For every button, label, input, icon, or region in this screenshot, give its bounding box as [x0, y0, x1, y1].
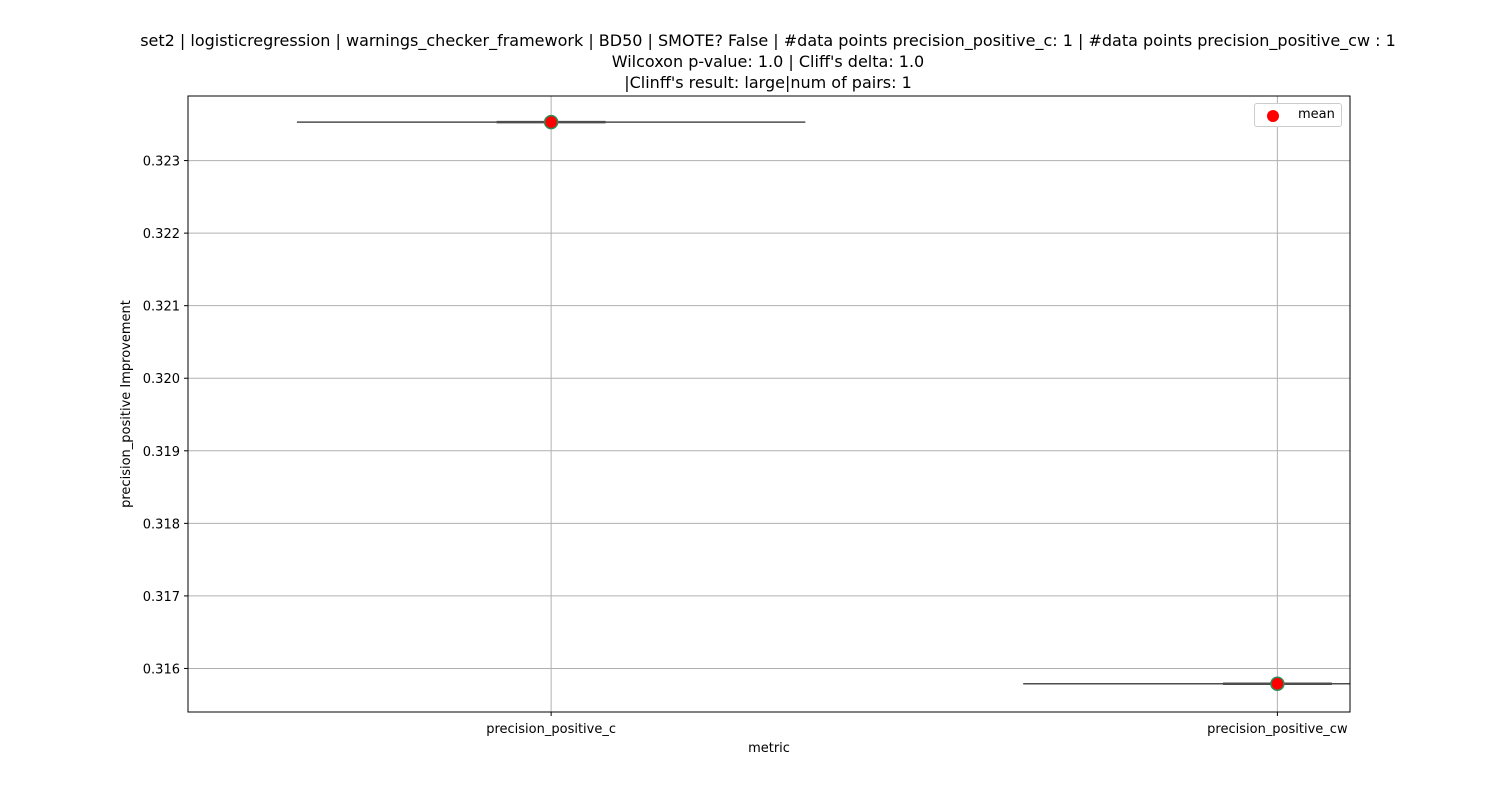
x-tick-label: precision_positive_cw	[1207, 722, 1348, 737]
plot-frame	[187, 95, 1351, 713]
chart-title-line-2: Wilcoxon p-value: 1.0 | Cliff's delta: 1…	[611, 52, 925, 71]
x-axis-label: metric	[748, 741, 790, 756]
y-tick-label: 0.321	[143, 300, 180, 315]
y-axis-label: precision_positive Improvement	[119, 300, 134, 508]
y-tick-label: 0.320	[143, 372, 180, 387]
x-tick-label: precision_positive_c	[486, 722, 616, 737]
mean-marker-precision_positive_cw	[1270, 676, 1285, 691]
y-tick-label: 0.316	[143, 662, 180, 677]
y-tick-label: 0.318	[143, 517, 180, 532]
legend-mean-label: mean	[1298, 107, 1335, 122]
y-tick-label: 0.323	[143, 155, 180, 170]
mean-marker-precision_positive_c	[543, 114, 559, 130]
y-tick-label: 0.322	[143, 227, 180, 242]
chart-title-line-3: |Clinff's result: large|num of pairs: 1	[624, 73, 912, 92]
y-tick-label: 0.317	[143, 590, 180, 605]
legend-mean-marker	[1267, 110, 1279, 122]
chart-title-line-1: set2 | logisticregression | warnings_che…	[140, 31, 1396, 50]
y-tick-label: 0.319	[143, 445, 180, 460]
legend: mean	[1254, 103, 1342, 127]
